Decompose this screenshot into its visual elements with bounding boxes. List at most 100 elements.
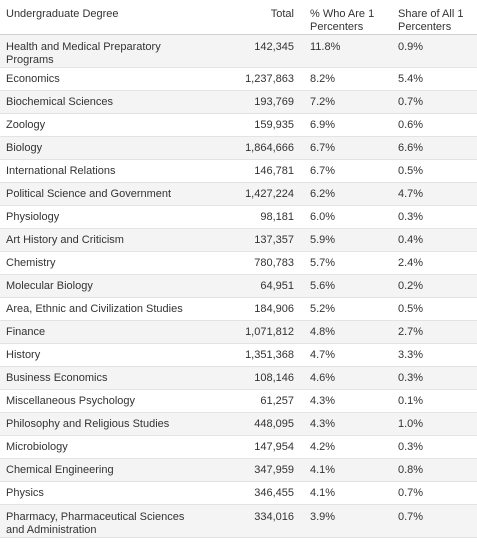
cell-pct-one-percenters: 4.1%	[300, 481, 388, 505]
cell-share-all: 0.8%	[388, 458, 477, 482]
cell-pct-one-percenters: 4.3%	[300, 412, 388, 436]
cell-total: 1,237,863	[193, 67, 300, 91]
cell-degree: Health and Medical Preparatory Programs	[0, 34, 193, 68]
cell-pct-one-percenters: 5.7%	[300, 251, 388, 275]
cell-total: 1,071,812	[193, 320, 300, 344]
cell-degree: Biology	[0, 136, 193, 160]
cell-share-all: 0.9%	[388, 34, 477, 68]
cell-share-all: 2.4%	[388, 251, 477, 275]
table-row: Biology 1,864,666 6.7% 6.6%	[0, 136, 477, 160]
cell-degree: Chemistry	[0, 251, 193, 275]
cell-degree: Biochemical Sciences	[0, 90, 193, 114]
cell-total: 184,906	[193, 297, 300, 321]
cell-share-all: 0.7%	[388, 481, 477, 505]
cell-degree: Political Science and Government	[0, 182, 193, 206]
cell-total: 346,455	[193, 481, 300, 505]
cell-pct-one-percenters: 4.6%	[300, 366, 388, 390]
cell-share-all: 0.3%	[388, 366, 477, 390]
table-row: Chemistry 780,783 5.7% 2.4%	[0, 251, 477, 275]
table-row: Pharmacy, Pharmaceutical Sciences and Ad…	[0, 504, 477, 538]
table-row: Microbiology 147,954 4.2% 0.3%	[0, 435, 477, 459]
table-row: Miscellaneous Psychology 61,257 4.3% 0.1%	[0, 389, 477, 413]
cell-share-all: 5.4%	[388, 67, 477, 91]
cell-total: 147,954	[193, 435, 300, 459]
table-row: Health and Medical Preparatory Programs 1…	[0, 34, 477, 68]
cell-degree: Molecular Biology	[0, 274, 193, 298]
cell-total: 159,935	[193, 113, 300, 137]
table-row: Business Economics 108,146 4.6% 0.3%	[0, 366, 477, 390]
cell-share-all: 2.7%	[388, 320, 477, 344]
cell-degree: Business Economics	[0, 366, 193, 390]
cell-share-all: 0.5%	[388, 159, 477, 183]
header-pct-one-percenters: % Who Are 1 Percenters	[300, 0, 388, 35]
table-row: Art History and Criticism 137,357 5.9% 0.4%	[0, 228, 477, 252]
cell-degree: Chemical Engineering	[0, 458, 193, 482]
cell-pct-one-percenters: 6.0%	[300, 205, 388, 229]
cell-total: 193,769	[193, 90, 300, 114]
cell-total: 98,181	[193, 205, 300, 229]
cell-degree: Physics	[0, 481, 193, 505]
cell-total: 146,781	[193, 159, 300, 183]
cell-degree: Philosophy and Religious Studies	[0, 412, 193, 436]
cell-degree: International Relations	[0, 159, 193, 183]
table-row: Biochemical Sciences 193,769 7.2% 0.7%	[0, 90, 477, 114]
cell-share-all: 3.3%	[388, 343, 477, 367]
cell-degree: Microbiology	[0, 435, 193, 459]
cell-share-all: 0.3%	[388, 435, 477, 459]
table-row: Chemical Engineering 347,959 4.1% 0.8%	[0, 458, 477, 482]
table-row: Economics 1,237,863 8.2% 5.4%	[0, 67, 477, 91]
header-share-all: Share of All 1 Percenters	[388, 0, 477, 35]
cell-pct-one-percenters: 4.1%	[300, 458, 388, 482]
table-row: Physics 346,455 4.1% 0.7%	[0, 481, 477, 505]
cell-share-all: 0.2%	[388, 274, 477, 298]
cell-share-all: 0.4%	[388, 228, 477, 252]
header-row: Undergraduate Degree Total % Who Are 1 P…	[0, 0, 477, 35]
cell-total: 780,783	[193, 251, 300, 275]
table-row: Finance 1,071,812 4.8% 2.7%	[0, 320, 477, 344]
cell-total: 1,864,666	[193, 136, 300, 160]
header-degree: Undergraduate Degree	[0, 0, 193, 35]
cell-pct-one-percenters: 4.3%	[300, 389, 388, 413]
cell-share-all: 0.6%	[388, 113, 477, 137]
cell-degree: History	[0, 343, 193, 367]
cell-share-all: 0.5%	[388, 297, 477, 321]
cell-total: 347,959	[193, 458, 300, 482]
table-row: Zoology 159,935 6.9% 0.6%	[0, 113, 477, 137]
table-row: International Relations 146,781 6.7% 0.5%	[0, 159, 477, 183]
cell-degree: Miscellaneous Psychology	[0, 389, 193, 413]
cell-pct-one-percenters: 4.8%	[300, 320, 388, 344]
cell-share-all: 0.1%	[388, 389, 477, 413]
cell-degree: Physiology	[0, 205, 193, 229]
cell-pct-one-percenters: 6.2%	[300, 182, 388, 206]
cell-pct-one-percenters: 8.2%	[300, 67, 388, 91]
cell-degree: Finance	[0, 320, 193, 344]
cell-pct-one-percenters: 5.9%	[300, 228, 388, 252]
cell-pct-one-percenters: 6.7%	[300, 136, 388, 160]
cell-degree: Zoology	[0, 113, 193, 137]
cell-degree: Area, Ethnic and Civilization Studies	[0, 297, 193, 321]
cell-share-all: 0.7%	[388, 90, 477, 114]
table-body: Health and Medical Preparatory Programs 1…	[0, 34, 477, 538]
cell-total: 1,427,224	[193, 182, 300, 206]
cell-total: 108,146	[193, 366, 300, 390]
table-row: Molecular Biology 64,951 5.6% 0.2%	[0, 274, 477, 298]
cell-degree: Pharmacy, Pharmaceutical Sciences and Ad…	[0, 504, 193, 538]
cell-pct-one-percenters: 3.9%	[300, 504, 388, 538]
cell-pct-one-percenters: 6.7%	[300, 159, 388, 183]
cell-pct-one-percenters: 4.7%	[300, 343, 388, 367]
cell-pct-one-percenters: 4.2%	[300, 435, 388, 459]
cell-share-all: 1.0%	[388, 412, 477, 436]
cell-pct-one-percenters: 11.8%	[300, 34, 388, 68]
cell-degree: Art History and Criticism	[0, 228, 193, 252]
cell-pct-one-percenters: 7.2%	[300, 90, 388, 114]
header-total: Total	[193, 0, 300, 35]
cell-pct-one-percenters: 5.6%	[300, 274, 388, 298]
cell-total: 334,016	[193, 504, 300, 538]
cell-total: 64,951	[193, 274, 300, 298]
cell-pct-one-percenters: 6.9%	[300, 113, 388, 137]
table-row: Philosophy and Religious Studies 448,095 4…	[0, 412, 477, 436]
cell-degree: Economics	[0, 67, 193, 91]
cell-total: 61,257	[193, 389, 300, 413]
table-row: Area, Ethnic and Civilization Studies 184…	[0, 297, 477, 321]
